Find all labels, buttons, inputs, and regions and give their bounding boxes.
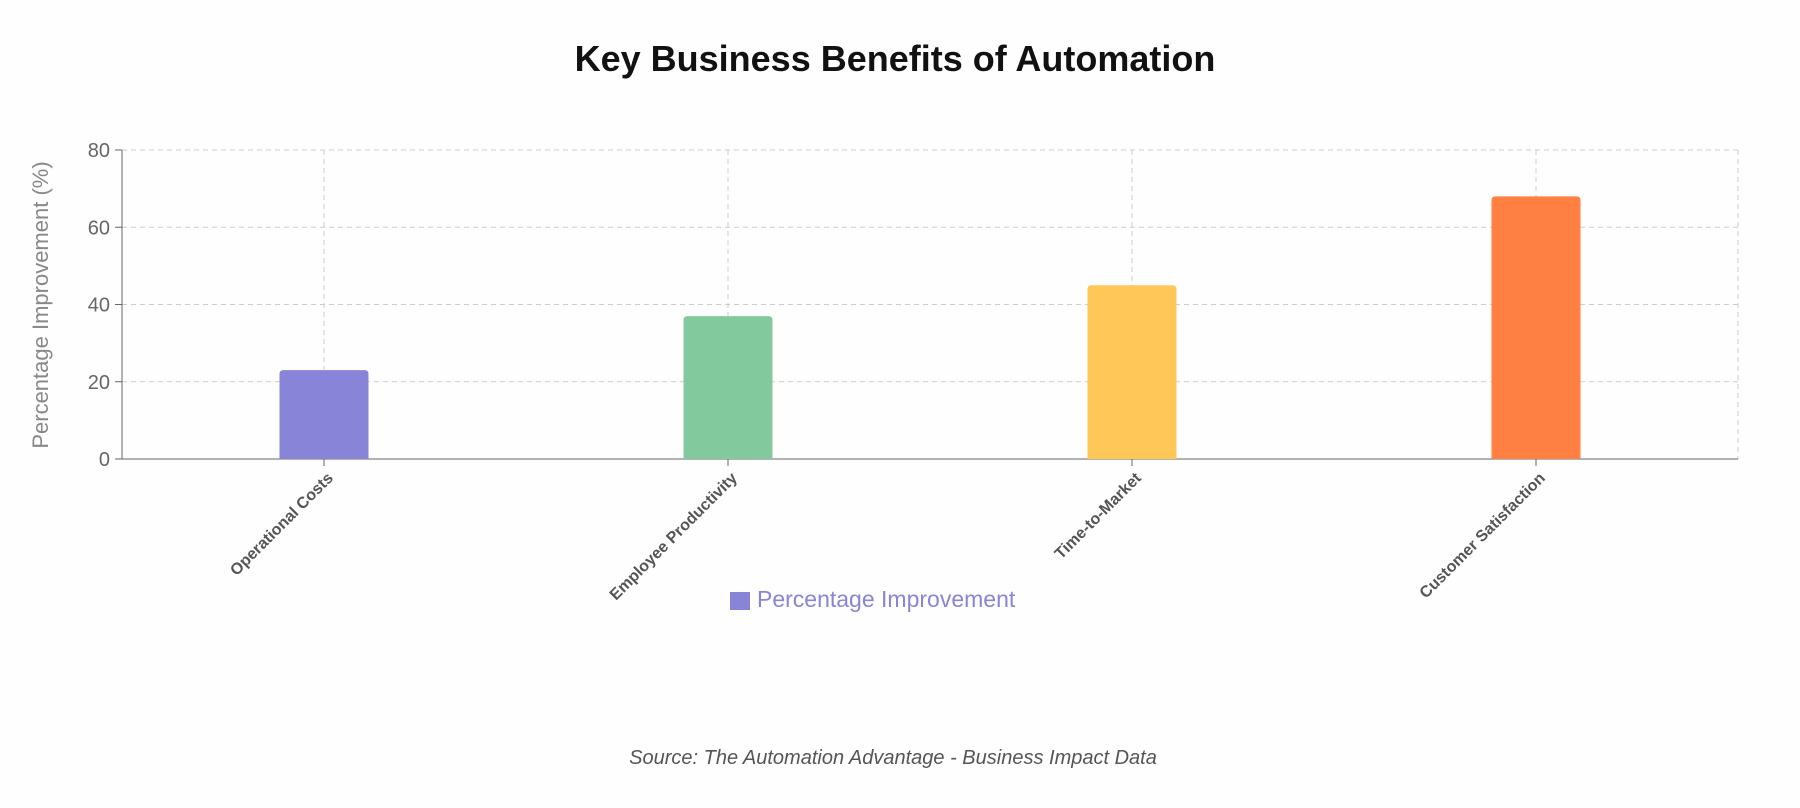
legend[interactable]: Percentage Improvement [730,586,1016,612]
chart-title: Key Business Benefits of Automation [574,38,1216,79]
y-tick-label: 40 [88,295,110,317]
bar-operational-costs[interactable] [279,370,369,459]
x-tick-label: Operational Costs [227,470,337,580]
axes [115,149,1738,466]
x-tick-label: Time-to-Market [1052,469,1145,562]
bar-customer-satisfaction[interactable] [1491,196,1581,459]
legend-swatch [730,592,750,610]
x-tick-label: Employee Productivity [607,470,741,604]
y-tick-label: 0 [99,449,110,471]
x-tick-label: Customer Satisfaction [1417,470,1549,602]
y-tick-label: 60 [88,217,110,239]
bar-employee-productivity[interactable] [683,316,773,459]
y-tick-label: 80 [88,140,110,162]
source-note: Source: The Automation Advantage - Busin… [629,747,1157,769]
y-axis-title: Percentage Improvement (%) [28,161,53,448]
y-tick-label: 20 [88,372,110,394]
bar-time-to-market[interactable] [1087,285,1177,459]
legend-label: Percentage Improvement [757,586,1016,612]
bars [279,196,1581,459]
